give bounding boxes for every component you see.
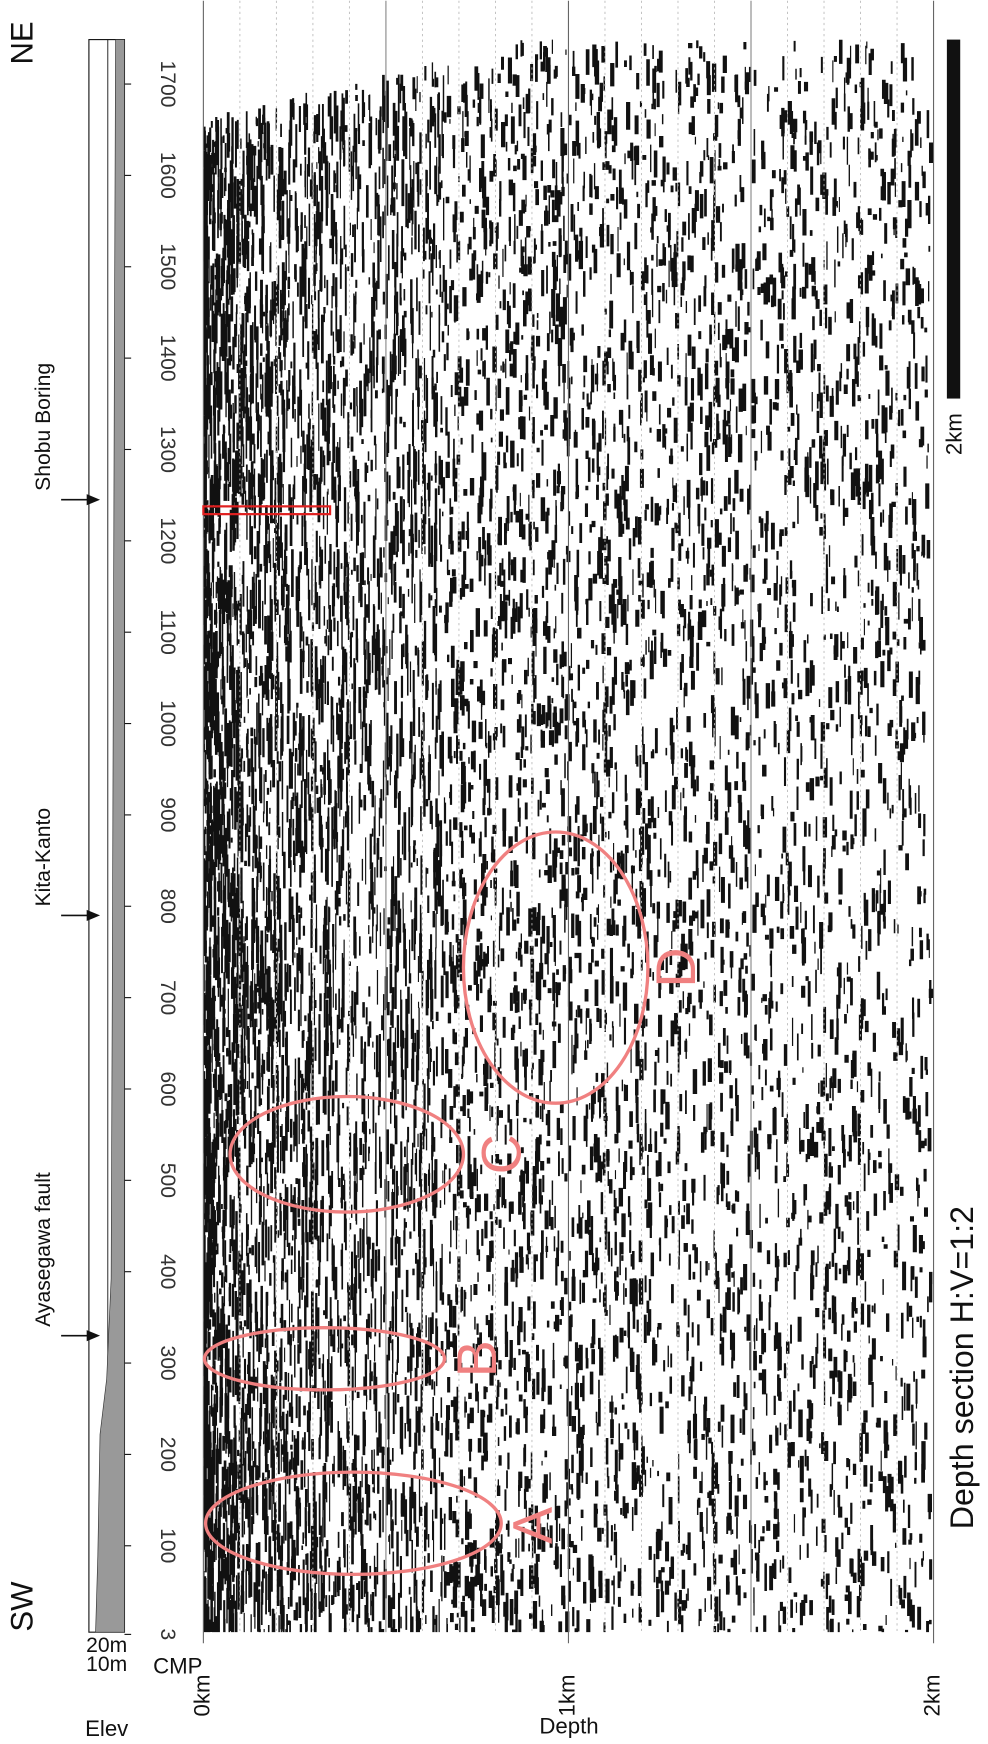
elev-tick-label: 20m	[86, 1634, 127, 1657]
marker-label: Ayasegawa fault	[32, 1172, 55, 1327]
cmp-tick-label: 1600	[156, 152, 179, 199]
cmp-tick-label: 1300	[156, 426, 179, 473]
zone-label: D	[645, 948, 707, 988]
cmp-tick-label: 100	[156, 1528, 179, 1563]
cmp-tick-label: 1100	[156, 609, 179, 654]
zone-ellipse	[203, 1470, 503, 1577]
cmp-tick-label: 300	[156, 1345, 179, 1380]
cmp-tick-label: 1000	[156, 700, 179, 747]
cmp-tick-label: 200	[156, 1437, 179, 1472]
marker-arrow-head	[86, 1330, 101, 1342]
direction-right: NE	[5, 21, 40, 64]
depth-axis-label: Depth	[539, 1714, 598, 1739]
scale-bar-label: 2km	[942, 413, 967, 455]
cmp-tick-label: 3	[156, 1629, 179, 1641]
depth-tick-label: 2km	[919, 1675, 944, 1717]
cmp-tick-label: 600	[156, 1071, 179, 1106]
grid	[202, 0, 935, 1644]
cmp-axis-label: CMP	[153, 1654, 202, 1679]
cmp-tick-label: 1500	[156, 243, 179, 290]
cmp-tick-label: 800	[156, 889, 179, 924]
cmp-tick-label: 900	[156, 797, 179, 832]
direction-left: SW	[5, 1581, 40, 1632]
marker-label: Kita-Kanto	[32, 808, 55, 907]
cmp-tick-label: 500	[156, 1163, 179, 1198]
cmp-tick-label: 400	[156, 1254, 179, 1289]
zones	[202, 830, 650, 1577]
marker-arrow-head	[86, 494, 101, 506]
zone-label: C	[470, 1134, 532, 1174]
marker-arrow-head	[86, 909, 101, 921]
title: Depth section H:V=1:2	[944, 1206, 980, 1529]
marker-label: Shobu Boring	[32, 363, 55, 491]
zone-labels: A B C D	[446, 948, 707, 1544]
elev-profile	[95, 39, 125, 1633]
elev-axis-label: Elev	[85, 1716, 129, 1741]
depth-tick-label: 0km	[189, 1675, 214, 1717]
cmp-tick-label: 1700	[156, 61, 179, 108]
cmp-tick-label: 1400	[156, 335, 179, 382]
depth-tick-label: 1km	[554, 1675, 579, 1717]
boring-marker	[202, 505, 332, 516]
elev-tick-label: 10m	[86, 1653, 127, 1676]
scale-bar	[946, 39, 961, 399]
zone-label: A	[501, 1507, 563, 1544]
zone-label: B	[446, 1340, 508, 1377]
cmp-tick-label: 1200	[156, 517, 179, 564]
cmp-tick-label: 700	[156, 980, 179, 1015]
zone-ellipse	[228, 1094, 466, 1214]
zone-ellipse	[202, 1325, 447, 1392]
zone-ellipse	[461, 830, 650, 1105]
